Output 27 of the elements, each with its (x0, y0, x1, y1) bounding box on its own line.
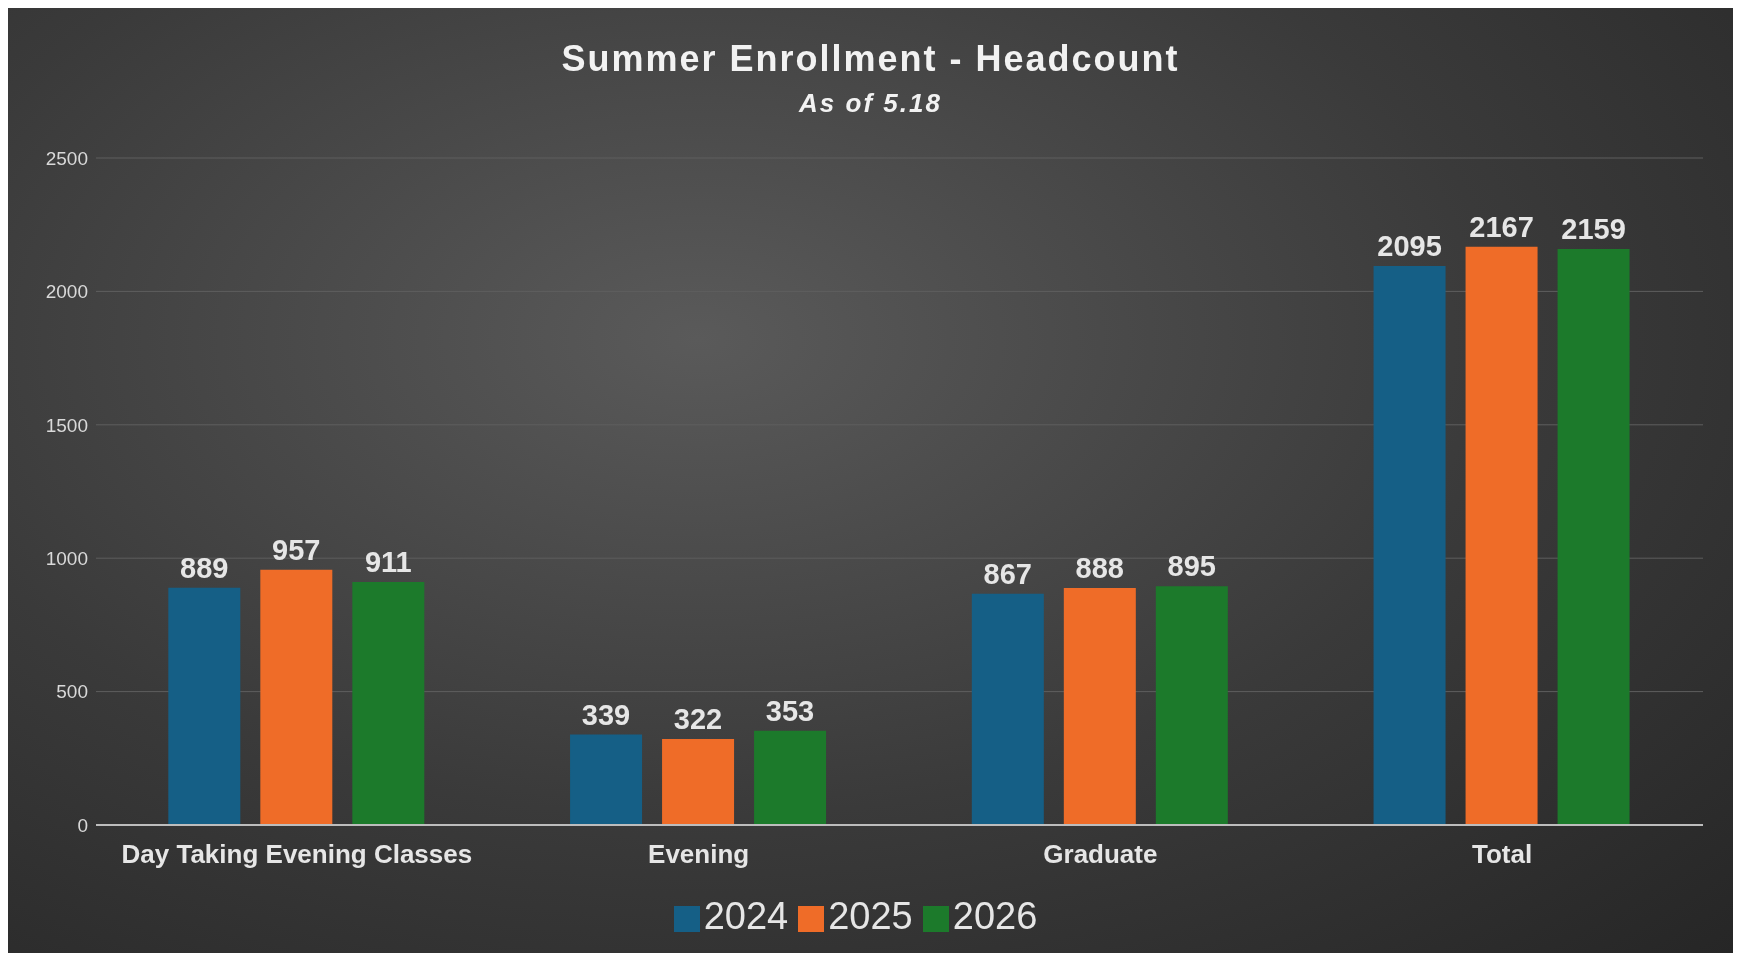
x-tick-label: Evening (648, 839, 750, 870)
legend-label: 2025 (828, 895, 913, 937)
data-label: 888 (1075, 552, 1125, 585)
x-tick-label: Total (1472, 839, 1533, 870)
y-tick-label: 2000 (45, 281, 88, 303)
y-tick-label: 1500 (45, 414, 88, 436)
data-label: 867 (983, 557, 1033, 590)
data-label: 339 (581, 698, 631, 731)
legend-label: 2024 (703, 895, 789, 937)
y-tick-label: 2500 (45, 147, 88, 169)
data-label: 957 (272, 533, 321, 566)
data-label: 889 (180, 551, 229, 584)
data-label: 2167 (1469, 210, 1534, 243)
data-label: 911 (364, 545, 412, 578)
chart-title: Summer Enrollment - Headcount (560, 38, 1181, 80)
legend-label: 2026 (952, 895, 1038, 937)
data-label: 2159 (1561, 212, 1626, 245)
data-label: 353 (765, 694, 815, 727)
data-label: 2095 (1377, 230, 1442, 263)
data-label: 322 (673, 703, 723, 736)
y-tick-label: 500 (56, 681, 88, 703)
chart-subtitle: As of 5.18 (797, 88, 943, 119)
x-tick-label: Graduate (1043, 839, 1158, 870)
y-tick-label: 0 (77, 814, 88, 836)
x-tick-label: Day Taking Evening Classes (121, 839, 473, 870)
y-tick-label: 1000 (45, 547, 88, 569)
data-label: 895 (1167, 550, 1217, 583)
